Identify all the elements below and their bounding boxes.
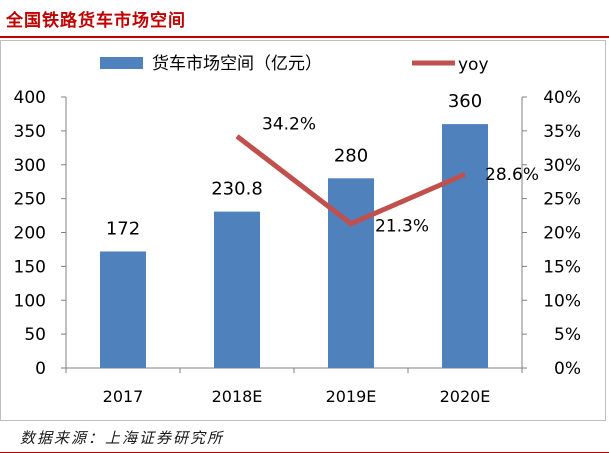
y-left-tick-label: 0 (35, 359, 46, 379)
bar (214, 211, 260, 368)
y-left-tick-label: 50 (24, 325, 46, 345)
y-right-tick-label: 30% (543, 156, 581, 176)
page-title: 全国铁路货车市场空间 (6, 11, 186, 31)
bar (100, 251, 146, 368)
bar-data-label: 280 (334, 145, 368, 166)
y-right-tick-label: 5% (554, 325, 581, 345)
x-tick-label: 2018E (212, 387, 263, 406)
chart-frame (0, 40, 606, 421)
plot-area: 0 50 100 150 200 250 300 350 400 0% 5% 10% 15% 20% 25%… (14, 88, 581, 406)
y-left-tick-label: 250 (14, 190, 46, 210)
y-left-tick-label: 150 (14, 257, 46, 277)
legend-bar-swatch (100, 57, 143, 69)
line-data-label: 34.2% (262, 114, 316, 134)
bar (328, 178, 374, 368)
legend-line-label: yoy (458, 55, 489, 75)
y-right-tick-label: 25% (543, 190, 581, 210)
legend-bar-label: 货车市场空间（亿元） (152, 54, 322, 74)
x-tick-label: 2017 (103, 387, 144, 406)
y-right-tick-label: 15% (543, 257, 581, 277)
y-right-tick-label: 40% (543, 88, 581, 108)
x-tick-label: 2019E (326, 387, 377, 406)
y-right-tick-label: 35% (543, 122, 581, 142)
y-left-tick-label: 200 (14, 224, 46, 244)
line-data-label: 28.6% (485, 165, 539, 185)
y-right-tick-label: 20% (543, 224, 581, 244)
source-note: 数据来源：上海证券研究所 (20, 429, 225, 447)
bar-data-label: 360 (448, 91, 482, 112)
x-tick-label: 2020E (440, 387, 491, 406)
y-right-tick-label: 0% (554, 359, 581, 379)
y-left-tick-label: 300 (14, 156, 46, 176)
bar (442, 124, 488, 368)
bar-data-label: 172 (106, 218, 140, 239)
y-left-tick-label: 350 (14, 122, 46, 142)
chart: 货车市场空间（亿元） yoy 0501001502002503003504000… (14, 54, 581, 406)
line-data-label: 21.3% (375, 217, 429, 237)
bar-data-label: 230.8 (211, 179, 263, 200)
y-right-tick-label: 10% (543, 291, 581, 311)
y-left-tick-label: 100 (14, 291, 46, 311)
title-divider (0, 36, 609, 38)
legend: 货车市场空间（亿元） yoy (100, 54, 489, 75)
y-left-tick-label: 400 (14, 88, 46, 108)
